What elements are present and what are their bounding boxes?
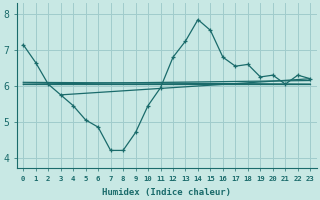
X-axis label: Humidex (Indice chaleur): Humidex (Indice chaleur) xyxy=(102,188,231,197)
